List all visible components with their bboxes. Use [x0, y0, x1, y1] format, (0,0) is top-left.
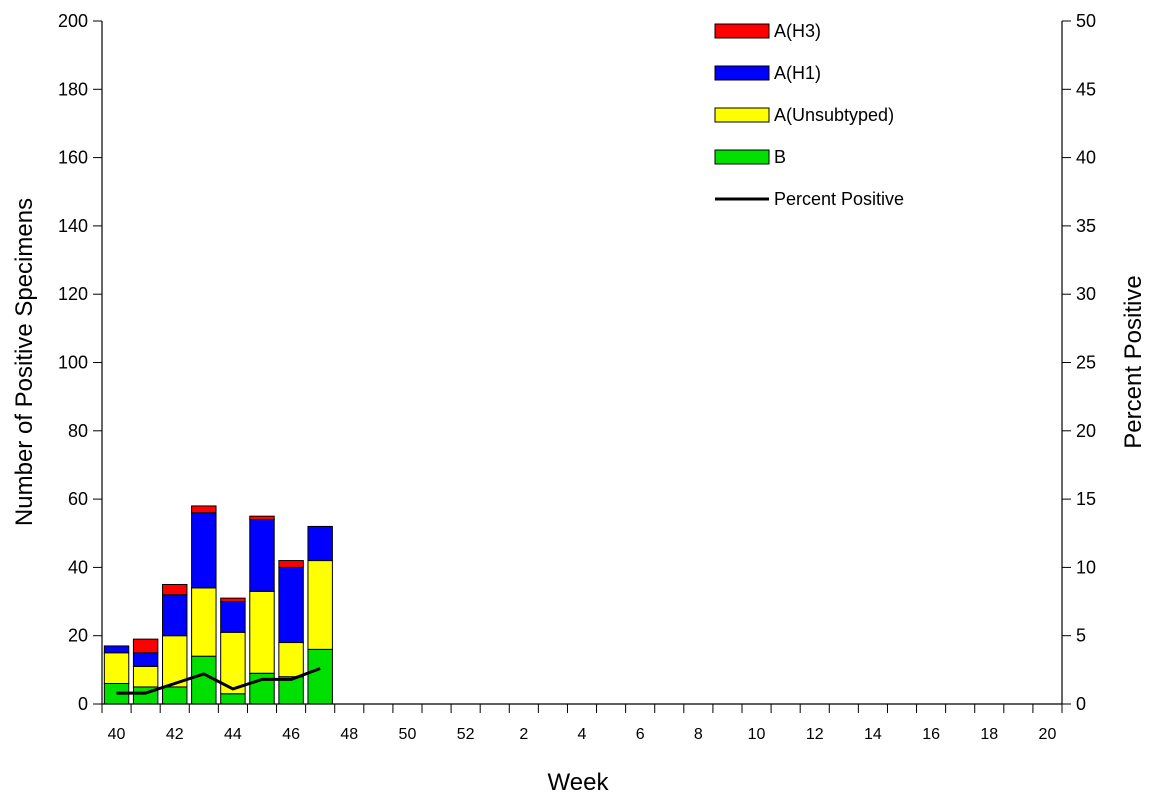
bar-segment-b — [191, 655, 217, 705]
bar-segment-a-h3 — [162, 583, 188, 596]
bar-segment-a-h1 — [132, 652, 159, 667]
y-tick-label: 20 — [68, 626, 88, 646]
y2-tick-label: 50 — [1076, 11, 1096, 31]
y-tick-label: 0 — [78, 694, 88, 714]
legend-swatch-b — [714, 149, 770, 165]
x-tick-label: 48 — [340, 726, 358, 743]
x-axis-title: Week — [548, 769, 610, 796]
bar-segment-a-h3 — [220, 597, 246, 603]
y-tick-label: 160 — [58, 148, 88, 168]
x-tick-label: 10 — [748, 726, 766, 743]
y2-tick-label: 45 — [1076, 79, 1096, 99]
x-tick-label: 6 — [636, 726, 645, 743]
bar-segment-a-h3 — [132, 638, 159, 654]
legend-label-a-h1: A(H1) — [774, 63, 821, 83]
legend-label-a-unsubtyped: A(Unsubtyped) — [774, 105, 894, 125]
legend-swatch-a-h1 — [714, 65, 770, 81]
y2-axis-title: Percent Positive — [1120, 275, 1147, 448]
x-tick-label: 4 — [578, 726, 587, 743]
x-tick-label: 50 — [399, 726, 417, 743]
axes: 0 20 40 60 80 100 120 140 160 180 200 0 5 10 15 20 25 30 3… — [58, 11, 1096, 743]
y-tick-label: 180 — [58, 79, 88, 99]
y-tick-label: 200 — [58, 11, 88, 31]
bar-segment-a-h3 — [191, 505, 217, 514]
x-tick-label: 44 — [224, 726, 242, 743]
y2-tick-label: 10 — [1076, 557, 1096, 577]
bar-segment-a-h1 — [103, 645, 130, 654]
x-tick-label: 42 — [166, 726, 184, 743]
bar-segment-a-unsubtyped — [278, 642, 304, 678]
y2-tick-label: 30 — [1076, 284, 1096, 304]
y-tick-label: 40 — [68, 557, 88, 577]
y-axis-title: Number of Positive Specimens — [11, 198, 38, 526]
x-tick-label: 12 — [806, 726, 824, 743]
x-tick-label: 46 — [282, 726, 300, 743]
bar-segment-a-h1 — [278, 566, 304, 644]
legend-swatch-a-unsubtyped — [714, 107, 770, 123]
bar-segment-a-h1 — [307, 525, 333, 562]
bar-segment-a-h1 — [249, 519, 275, 592]
bar-segment-a-unsubtyped — [103, 652, 130, 685]
legend-label-percent-positive: Percent Positive — [774, 189, 904, 209]
x-tick-label: 8 — [694, 726, 703, 743]
percent-positive-line — [116, 667, 321, 695]
bar-layer — [103, 505, 333, 705]
bar-segment-b — [307, 648, 333, 705]
y-tick-label: 60 — [68, 489, 88, 509]
y-tick-label: 100 — [58, 353, 88, 373]
bar-segment-a-unsubtyped — [132, 665, 159, 688]
x-tick-label: 18 — [980, 726, 998, 743]
plot-area: 0 20 40 60 80 100 120 140 160 180 200 0 5 10 15 20 25 30 3… — [58, 11, 1096, 743]
x-tick-label: 20 — [1039, 726, 1057, 743]
x-tick-label: 52 — [457, 726, 475, 743]
bar-segment-b — [220, 693, 246, 705]
y2-tick-label: 40 — [1076, 148, 1096, 168]
y2-tick-label: 0 — [1076, 694, 1086, 714]
y2-tick-label: 15 — [1076, 489, 1096, 509]
bar-segment-b — [249, 672, 275, 705]
y2-tick-label: 25 — [1076, 353, 1096, 373]
legend-label-a-h3: A(H3) — [774, 21, 821, 41]
x-tick-label: 2 — [519, 726, 528, 743]
y2-tick-label: 20 — [1076, 421, 1096, 441]
percent-positive-line-layer — [116, 667, 321, 695]
bar-segment-a-unsubtyped — [191, 587, 217, 657]
y2-tick-label: 35 — [1076, 216, 1096, 236]
y2-tick-label: 5 — [1076, 626, 1086, 646]
legend-swatch-a-h3 — [714, 23, 770, 39]
bar-segment-a-unsubtyped — [307, 560, 333, 650]
bar-segment-a-unsubtyped — [249, 590, 275, 674]
bar-segment-a-h1 — [162, 594, 188, 637]
y-tick-label: 80 — [68, 421, 88, 441]
y-tick-label: 140 — [58, 216, 88, 236]
y-tick-label: 120 — [58, 284, 88, 304]
bar-segment-a-h1 — [220, 601, 246, 633]
bar-segment-b — [162, 686, 188, 705]
x-tick-label: 14 — [864, 726, 882, 743]
x-tick-label: 16 — [922, 726, 940, 743]
bar-segment-a-h3 — [249, 515, 275, 521]
x-tick-label: 40 — [108, 726, 126, 743]
legend-label-b: B — [774, 147, 786, 167]
bar-segment-a-h1 — [191, 512, 217, 589]
legend: A(H3) A(H1) A(Unsubtyped) B Percent Positive — [714, 21, 904, 209]
bar-segment-b — [278, 676, 304, 705]
bar-segment-a-h3 — [278, 560, 304, 568]
